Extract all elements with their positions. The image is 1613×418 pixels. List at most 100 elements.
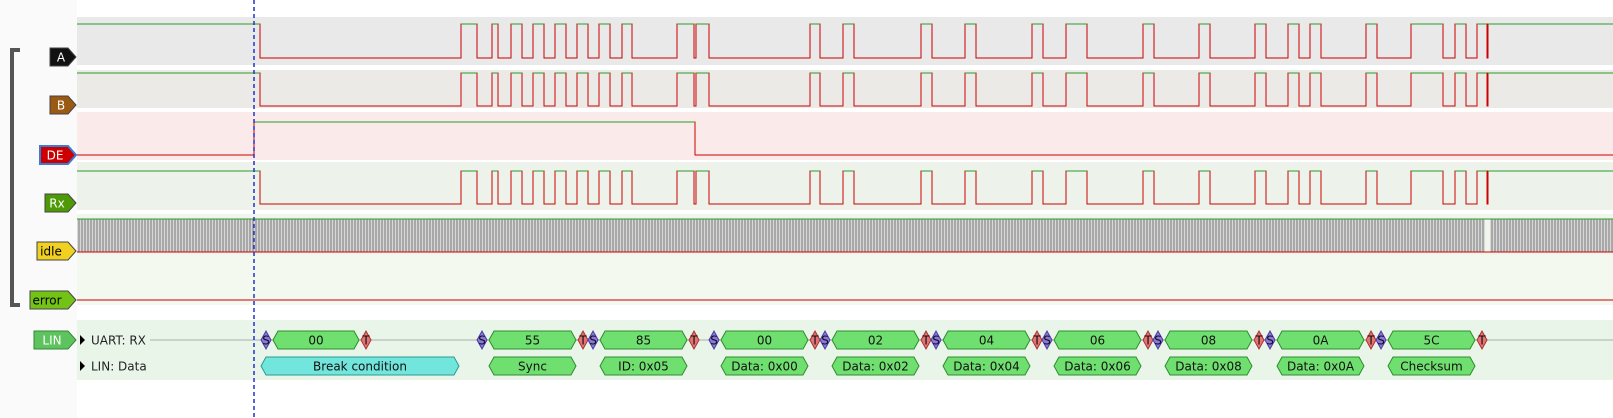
uart-annotation-text: T [578, 334, 587, 348]
lin-annotation [599, 356, 688, 376]
uart-annotation-text: S [1266, 334, 1274, 348]
uart-annotation-text: 08 [1201, 334, 1216, 348]
channel-band [77, 17, 1613, 65]
lin-annotation-text: ID: 0x05 [618, 360, 669, 374]
lin-annotation [488, 356, 577, 376]
uart-annotation-text: S [262, 334, 270, 348]
uart-annotation [476, 329, 488, 351]
uart-annotation-text: T [361, 334, 370, 348]
uart-annotation-text: T [689, 334, 698, 348]
lin-annotation [1276, 356, 1365, 376]
uart-annotation-text: T [921, 334, 930, 348]
uart-annotation-text: 55 [525, 334, 540, 348]
uart-annotation [1152, 329, 1164, 351]
uart-annotation-text: 5C [1423, 334, 1439, 348]
uart-annotation-text: S [932, 334, 940, 348]
uart-annotation [488, 330, 577, 350]
uart-annotation [360, 329, 372, 351]
lin-annotation-text: Data: 0x00 [731, 360, 798, 374]
uart-annotation-text: S [1043, 334, 1051, 348]
channel-tag [49, 95, 77, 115]
uart-annotation-text: 00 [757, 334, 772, 348]
uart-annotation-text: 06 [1090, 334, 1105, 348]
group-bracket [10, 48, 20, 307]
lin-annotation-text: Data: 0x06 [1064, 360, 1131, 374]
channel-label: idle [40, 245, 62, 259]
uart-annotation-text: T [1477, 334, 1486, 348]
uart-annotation-text: T [1254, 334, 1263, 348]
lin-annotation [720, 356, 809, 376]
idle-activity [1490, 219, 1613, 252]
uart-annotation-text: T [1032, 334, 1041, 348]
uart-annotation [819, 329, 831, 351]
uart-annotation [599, 330, 688, 350]
channel-band [77, 255, 1613, 305]
uart-annotation-text: S [478, 334, 486, 348]
channel-tag [39, 145, 78, 165]
uart-annotation [942, 330, 1031, 350]
uart-annotation-text: 04 [979, 334, 994, 348]
row-label: UART: RX [91, 334, 146, 348]
decoder-name: LIN [42, 334, 61, 348]
uart-annotation [720, 330, 809, 350]
uart-annotation [272, 330, 360, 350]
uart-annotation [1387, 330, 1476, 350]
uart-annotation-text: S [1377, 334, 1385, 348]
uart-annotation-text: S [1154, 334, 1162, 348]
lin-annotation-text: Data: 0x04 [953, 360, 1020, 374]
channel-tag [49, 47, 77, 67]
channel-tag [29, 290, 77, 310]
uart-annotation [1264, 329, 1276, 351]
lin-annotation [942, 356, 1031, 376]
lin-annotation [831, 356, 920, 376]
channel-tag [44, 193, 77, 213]
uart-annotation [587, 329, 599, 351]
decoder-tag [33, 330, 77, 350]
uart-annotation-text: S [589, 334, 597, 348]
uart-annotation [1276, 330, 1365, 350]
uart-annotation-text: T [810, 334, 819, 348]
uart-annotation [1164, 330, 1253, 350]
channel-label: error [32, 294, 61, 308]
uart-annotation [930, 329, 942, 351]
channel-label: Rx [49, 197, 64, 211]
idle-activity [77, 219, 1485, 252]
lin-annotation [260, 356, 460, 376]
lin-annotation-text: Sync [518, 360, 547, 374]
uart-annotation [1375, 329, 1387, 351]
uart-annotation [1041, 329, 1053, 351]
lin-annotation-text: Data: 0x0A [1287, 360, 1355, 374]
lin-annotation-text: Data: 0x02 [842, 360, 909, 374]
uart-annotation [831, 330, 920, 350]
uart-annotation-text: T [1143, 334, 1152, 348]
lin-annotation [1164, 356, 1253, 376]
row-label: LIN: Data [91, 360, 147, 374]
row-expander [80, 361, 85, 371]
uart-annotation [688, 329, 700, 351]
lin-annotation-text: Break condition [313, 360, 407, 374]
uart-annotation-text: 00 [308, 334, 323, 348]
uart-annotation-text: T [1366, 334, 1375, 348]
uart-annotation-text: 85 [636, 334, 651, 348]
uart-annotation-text: S [710, 334, 718, 348]
channel-tag [36, 241, 77, 261]
uart-annotation [1476, 329, 1488, 351]
lin-annotation [1053, 356, 1142, 376]
lin-annotation-text: Data: 0x08 [1175, 360, 1242, 374]
uart-annotation [260, 329, 272, 351]
lin-annotation-text: Checksum [1400, 360, 1462, 374]
uart-annotation-text: 0A [1313, 334, 1330, 348]
channel-label: A [57, 51, 66, 65]
uart-annotation [708, 329, 720, 351]
lin-annotation [1387, 356, 1476, 376]
channel-band [77, 162, 1613, 210]
channel-label: B [57, 99, 65, 113]
uart-annotation-text: 02 [868, 334, 883, 348]
channel-band [77, 112, 1613, 160]
uart-annotation-text: S [821, 334, 829, 348]
uart-annotation [1253, 329, 1265, 351]
uart-annotation [1053, 330, 1142, 350]
channel-label: DE [47, 149, 64, 163]
row-expander [80, 335, 85, 345]
